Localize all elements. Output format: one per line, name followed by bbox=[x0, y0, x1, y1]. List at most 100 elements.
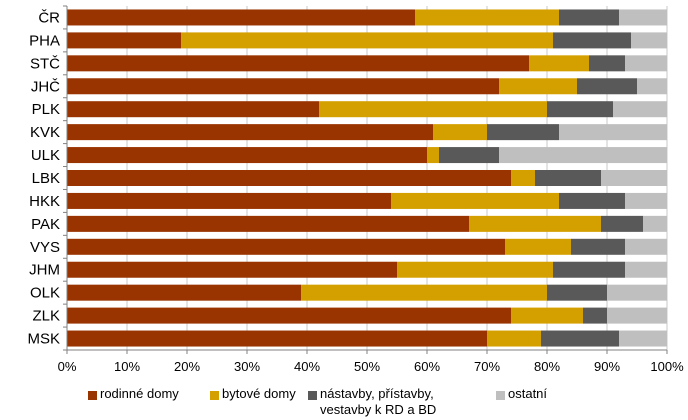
bar-MSK-series-1 bbox=[487, 331, 541, 347]
bar-ULK-series-3 bbox=[499, 147, 667, 163]
x-tick-label: 0% bbox=[58, 359, 77, 374]
category-label: VYS bbox=[30, 239, 60, 256]
bar-PAK-series-1 bbox=[469, 216, 601, 232]
bar-PLK-series-0 bbox=[67, 101, 319, 117]
category-label: ULK bbox=[31, 147, 60, 164]
bars bbox=[67, 9, 667, 346]
x-tick-label: 90% bbox=[594, 359, 620, 374]
bar-PAK-series-2 bbox=[601, 216, 643, 232]
bar-JHČ-series-0 bbox=[67, 78, 499, 94]
bar-MSK-series-0 bbox=[67, 331, 487, 347]
bar-JHM-series-0 bbox=[67, 262, 397, 278]
bar-MSK-series-3 bbox=[619, 331, 667, 347]
category-label: STČ bbox=[30, 55, 60, 72]
bar-LBK-series-3 bbox=[601, 170, 667, 186]
x-tick-label: 80% bbox=[534, 359, 560, 374]
bar-LBK-series-0 bbox=[67, 170, 511, 186]
bar-PLK-series-2 bbox=[547, 101, 613, 117]
category-label: PHA bbox=[29, 32, 60, 49]
x-tick-label: 10% bbox=[114, 359, 140, 374]
legend-item: bytové domy bbox=[210, 386, 296, 402]
x-tick-label: 50% bbox=[354, 359, 380, 374]
legend-item: ostatní bbox=[496, 386, 547, 402]
bar-OLK-series-3 bbox=[607, 285, 667, 301]
bar-JHČ-series-2 bbox=[577, 78, 637, 94]
category-label: LBK bbox=[32, 170, 60, 187]
bar-JHM-series-1 bbox=[397, 262, 553, 278]
bar-ZLK-series-3 bbox=[607, 308, 667, 324]
stacked-bar-chart: ČR PHA STČ JHČ PLK KVK ULK LBK HKK PAK VYS JHM OLK ZL… bbox=[0, 0, 688, 386]
bar-PHA-series-0 bbox=[67, 32, 181, 48]
category-label: MSK bbox=[27, 331, 60, 348]
bar-ZLK-series-1 bbox=[511, 308, 583, 324]
legend-label: rodinné domy bbox=[100, 386, 179, 402]
bar-PHA-series-2 bbox=[553, 32, 631, 48]
category-label: OLK bbox=[30, 285, 60, 302]
bar-HKK-series-3 bbox=[625, 193, 667, 209]
bar-MSK-series-2 bbox=[541, 331, 619, 347]
x-tick-label: 70% bbox=[474, 359, 500, 374]
x-tick-label: 20% bbox=[174, 359, 200, 374]
bar-VYS-series-0 bbox=[67, 239, 505, 255]
bar-HKK-series-0 bbox=[67, 193, 391, 209]
bar-PAK-series-0 bbox=[67, 216, 469, 232]
category-label: KVK bbox=[30, 124, 60, 141]
legend: rodinné domy bytové domy nástavby, přístav… bbox=[88, 386, 688, 420]
bar-LBK-series-2 bbox=[535, 170, 601, 186]
bar-KVK-series-0 bbox=[67, 124, 433, 140]
bar-HKK-series-2 bbox=[559, 193, 625, 209]
legend-swatch bbox=[88, 391, 97, 400]
bar-PHA-series-3 bbox=[631, 32, 667, 48]
x-tick-label: 40% bbox=[294, 359, 320, 374]
bar-PHA-series-1 bbox=[181, 32, 553, 48]
bar-JHM-series-2 bbox=[553, 262, 625, 278]
bar-JHM-series-3 bbox=[625, 262, 667, 278]
bar-ČR-series-1 bbox=[415, 9, 559, 25]
category-label: ZLK bbox=[32, 308, 60, 325]
bar-ZLK-series-0 bbox=[67, 308, 511, 324]
bar-STČ-series-0 bbox=[67, 55, 529, 71]
category-label: PAK bbox=[31, 216, 60, 233]
category-label: HKK bbox=[29, 193, 60, 210]
bar-STČ-series-2 bbox=[589, 55, 625, 71]
bar-VYS-series-1 bbox=[505, 239, 571, 255]
category-labels: ČR PHA STČ JHČ PLK KVK ULK LBK HKK PAK VYS JHM OLK ZL… bbox=[27, 9, 60, 347]
bar-ČR-series-2 bbox=[559, 9, 619, 25]
bar-ULK-series-0 bbox=[67, 147, 427, 163]
legend-swatch bbox=[210, 391, 219, 400]
bar-ZLK-series-2 bbox=[583, 308, 607, 324]
bar-VYS-series-3 bbox=[625, 239, 667, 255]
category-label: JHM bbox=[29, 262, 60, 279]
bar-OLK-series-0 bbox=[67, 285, 301, 301]
legend-item: nástavby, přístavby, vestavby k RD a BD bbox=[308, 386, 436, 418]
bar-ČR-series-3 bbox=[619, 9, 667, 25]
bar-HKK-series-1 bbox=[391, 193, 559, 209]
bar-KVK-series-3 bbox=[559, 124, 667, 140]
bar-KVK-series-1 bbox=[433, 124, 487, 140]
legend-swatch bbox=[496, 391, 505, 400]
bar-PLK-series-3 bbox=[613, 101, 667, 117]
x-tick-label: 30% bbox=[234, 359, 260, 374]
legend-label: bytové domy bbox=[222, 386, 296, 402]
bar-VYS-series-2 bbox=[571, 239, 625, 255]
bar-OLK-series-2 bbox=[547, 285, 607, 301]
legend-item: rodinné domy bbox=[88, 386, 179, 402]
bar-PAK-series-3 bbox=[643, 216, 667, 232]
bar-ČR-series-0 bbox=[67, 9, 415, 25]
bar-ULK-series-1 bbox=[427, 147, 439, 163]
category-label: PLK bbox=[32, 101, 60, 118]
x-tick-labels: 0% 10% 20% 30% 40% 50% 60% 70% 80% 90% 100% bbox=[58, 359, 684, 374]
bar-STČ-series-3 bbox=[625, 55, 667, 71]
bar-PLK-series-1 bbox=[319, 101, 547, 117]
legend-label: ostatní bbox=[508, 386, 547, 402]
bar-STČ-series-1 bbox=[529, 55, 589, 71]
bar-JHČ-series-1 bbox=[499, 78, 577, 94]
bar-JHČ-series-3 bbox=[637, 78, 667, 94]
x-tick-label: 60% bbox=[414, 359, 440, 374]
category-label: JHČ bbox=[31, 78, 60, 95]
category-label: ČR bbox=[38, 9, 60, 26]
bar-ULK-series-2 bbox=[439, 147, 499, 163]
x-tick-label: 100% bbox=[650, 359, 684, 374]
legend-label: nástavby, přístavby, vestavby k RD a BD bbox=[320, 386, 436, 418]
bar-KVK-series-2 bbox=[487, 124, 559, 140]
